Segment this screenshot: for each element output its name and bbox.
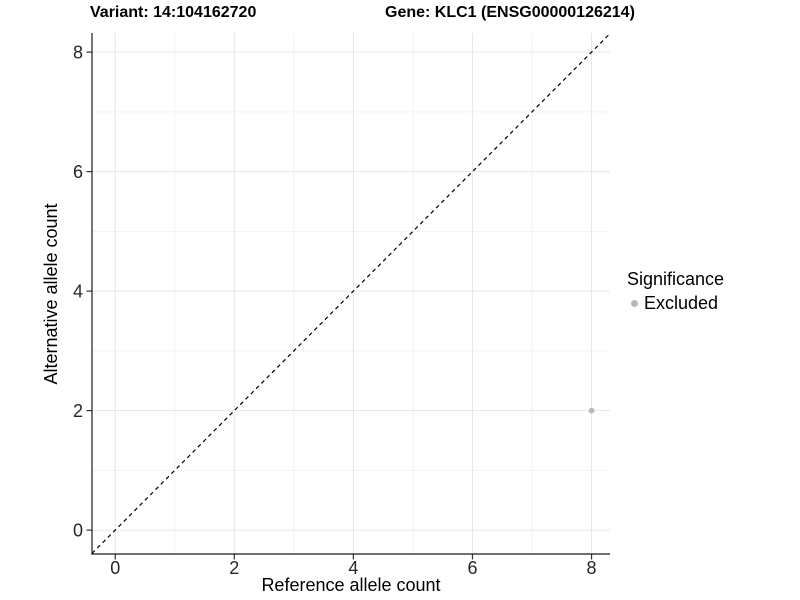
- chart-layers: 0 2 4 6 8 0 2 4 6 8: [73, 33, 611, 578]
- gene-title: Gene: KLC1 (ENSG00000126214): [385, 4, 635, 21]
- variant-title: Variant: 14:104162720: [90, 4, 257, 21]
- y-tick-label: 6: [73, 162, 83, 182]
- x-axis-title: Reference allele count: [261, 575, 440, 595]
- legend-item-label: Excluded: [644, 293, 719, 313]
- legend-item: Excluded: [627, 293, 724, 314]
- y-tick-label: 4: [73, 282, 83, 302]
- legend-point-icon: [631, 300, 638, 307]
- y-tick-label: 0: [73, 521, 83, 541]
- x-tick-label: 6: [467, 558, 477, 578]
- x-tick-label: 2: [229, 558, 239, 578]
- y-tick-label: 8: [73, 43, 83, 63]
- legend-title: Significance: [627, 269, 725, 289]
- x-tick-label: 4: [348, 558, 358, 578]
- x-tick-label: 0: [110, 558, 120, 578]
- y-axis-title: Alternative allele count: [41, 203, 61, 384]
- data-point: [588, 407, 595, 414]
- y-tick-label: 2: [73, 401, 83, 421]
- x-tick-label: 8: [587, 558, 597, 578]
- legend: Significance Excluded: [627, 269, 724, 314]
- identity-reference-line: [91, 33, 611, 554]
